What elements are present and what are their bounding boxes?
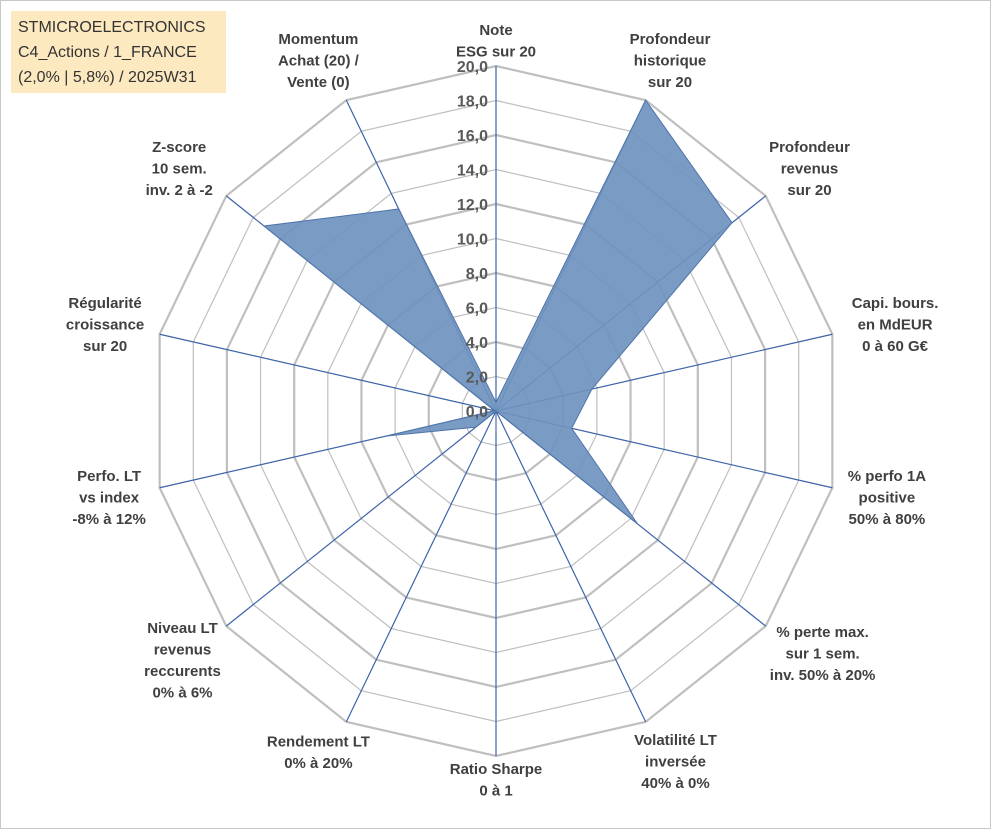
axis-label-4: Capi. bours. en MdEUR 0 à 60 G€	[852, 295, 939, 355]
axis-label-line: Profondeur	[630, 31, 711, 48]
axis-label-line: inv. 50% à 20%	[770, 667, 876, 684]
axis-label-line: Volatilité LT	[634, 732, 717, 749]
axis-label-line: Achat (20) /	[278, 52, 360, 69]
axis-label-line: historique	[634, 52, 707, 69]
axis-label-line: 0% à 6%	[152, 685, 212, 702]
axis-label-line: inversée	[645, 754, 706, 771]
tick-label: 0,0	[466, 404, 488, 421]
axis-label-line: % perfo 1A	[848, 468, 927, 485]
axis-label-line: 0% à 20%	[284, 755, 352, 772]
axis-label-7: Volatilité LT inversée 40% à 0%	[634, 732, 717, 792]
axis-label-10: Niveau LT revenus reccurents 0% à 6%	[144, 620, 221, 702]
axis-label-line: % perte max.	[776, 624, 869, 641]
axis-label-1: Note ESG sur 20	[456, 22, 536, 61]
radar-tick-labels: 0,0 2,0 4,0 6,0 8,0 10,0 12,0 14,0 16,0 18,0 20,0	[457, 59, 488, 421]
axis-label-line: Vente (0)	[287, 74, 350, 91]
axis-label-line: sur 1 sem.	[785, 646, 859, 663]
axis-label-line: 0 à 60 G€	[862, 338, 929, 355]
axis-label-line: 10 sem.	[152, 160, 207, 177]
tick-label: 6,0	[466, 301, 488, 318]
tick-label: 14,0	[457, 163, 488, 180]
axis-label-line: Rendement LT	[267, 733, 370, 750]
axis-label-line: Note	[479, 22, 512, 39]
axis-label-line: Régularité	[68, 295, 141, 312]
axis-label-line: inv. 2 à -2	[146, 182, 213, 199]
axis-label-line: sur 20	[787, 182, 831, 199]
axis-label-line: 50% à 80%	[849, 511, 926, 528]
axis-label-14: Momentum Achat (20) / Vente (0)	[278, 31, 360, 91]
radar-spoke	[225, 410, 497, 627]
axis-label-line: sur 20	[83, 338, 127, 355]
axis-label-line: Perfo. LT	[77, 468, 141, 485]
radar-spoke	[345, 410, 497, 723]
axis-label-9: Rendement LT 0% à 20%	[267, 733, 370, 772]
title-line-2: C4_Actions / 1_FRANCE	[18, 44, 197, 61]
axis-label-8: Ratio Sharpe 0 à 1	[450, 761, 543, 800]
axis-label-line: en MdEUR	[858, 316, 933, 333]
tick-label: 20,0	[457, 59, 488, 76]
tick-label: 4,0	[466, 335, 488, 352]
radar-spoke	[159, 333, 497, 412]
axis-label-line: Z-score	[152, 139, 206, 156]
axis-label-line: Capi. bours.	[852, 295, 939, 312]
axis-label-2: Profondeur historique sur 20	[630, 31, 711, 91]
axis-label-line: reccurents	[144, 663, 221, 680]
axis-label-3: Profondeur revenus sur 20	[769, 139, 850, 199]
axis-label-13: Z-score 10 sem. inv. 2 à -2	[146, 139, 213, 199]
axis-label-12: Régularité croissance sur 20	[66, 295, 144, 355]
chart-title-box: STMICROELECTRONICS C4_Actions / 1_FRANCE…	[11, 11, 226, 93]
radar-series	[262, 99, 733, 525]
axis-label-line: ESG sur 20	[456, 43, 536, 60]
tick-label: 12,0	[457, 197, 488, 214]
tick-label: 2,0	[466, 370, 488, 387]
axis-label-line: 40% à 0%	[641, 775, 709, 792]
tick-label: 8,0	[466, 266, 488, 283]
tick-label: 10,0	[457, 232, 488, 249]
axis-label-11: Perfo. LT vs index -8% à 12%	[72, 468, 145, 528]
title-line-3: (2,0% | 5,8%) / 2025W31	[18, 69, 197, 86]
axis-label-line: Niveau LT	[147, 620, 218, 637]
axis-label-line: Momentum	[278, 31, 358, 48]
axis-label-line: croissance	[66, 316, 144, 333]
title-line-1: STMICROELECTRONICS	[18, 19, 206, 36]
axis-label-line: revenus	[781, 160, 839, 177]
axis-label-line: Profondeur	[769, 139, 850, 156]
tick-label: 18,0	[457, 94, 488, 111]
axis-label-line: vs index	[79, 490, 140, 507]
axis-label-line: positive	[859, 490, 916, 507]
axis-label-line: sur 20	[648, 74, 692, 91]
axis-label-line: 0 à 1	[479, 782, 512, 799]
series-area	[262, 99, 733, 525]
axis-label-6: % perte max. sur 1 sem. inv. 50% à 20%	[770, 624, 876, 684]
axis-label-line: Ratio Sharpe	[450, 761, 543, 778]
axis-label-5: % perfo 1A positive 50% à 80%	[848, 468, 927, 528]
radar-spoke	[495, 410, 647, 723]
axis-label-line: -8% à 12%	[72, 511, 145, 528]
tick-label: 16,0	[457, 128, 488, 145]
radar-axis-labels: Note ESG sur 20 Profondeur historique sur 20…	[66, 22, 939, 800]
axis-label-line: revenus	[154, 642, 212, 659]
